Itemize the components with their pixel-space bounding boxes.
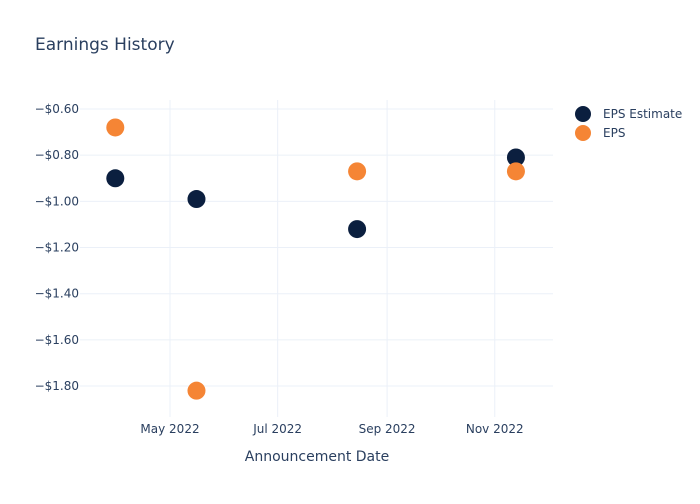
legend-marker-icon	[575, 106, 591, 122]
x-tick-label: May 2022	[140, 422, 199, 436]
eps-point	[106, 118, 125, 137]
y-tick-label: −$0.80	[35, 148, 79, 162]
y-tick-label: −$0.60	[35, 102, 79, 116]
legend[interactable]: EPS Estimate EPS	[575, 106, 682, 141]
y-tick-label: −$1.20	[35, 241, 79, 255]
legend-label: EPS Estimate	[603, 107, 682, 121]
eps-estimate-point	[187, 190, 206, 209]
legend-item-eps-estimate[interactable]: EPS Estimate	[575, 106, 682, 122]
x-tick-label: Nov 2022	[466, 422, 524, 436]
x-tick-label: Sep 2022	[359, 422, 416, 436]
eps-estimate-point	[106, 169, 125, 188]
y-tick-label: −$1.80	[35, 379, 79, 393]
eps-estimate-point	[348, 220, 367, 239]
eps-point	[348, 162, 367, 181]
y-tick-label: −$1.60	[35, 333, 79, 347]
data-points	[106, 118, 525, 400]
x-axis-ticks: May 2022 Jul 2022 Sep 2022 Nov 2022	[140, 422, 523, 436]
chart-title: Earnings History	[35, 35, 175, 55]
legend-item-eps[interactable]: EPS	[575, 125, 625, 141]
eps-point	[506, 162, 525, 181]
y-axis-ticks: −$0.60 −$0.80 −$1.00 −$1.20 −$1.40 −$1.60 −$1.…	[35, 102, 79, 393]
y-tick-label: −$1.00	[35, 194, 79, 208]
legend-label: EPS	[603, 126, 625, 140]
x-axis-label: Announcement Date	[245, 449, 389, 465]
eps-point	[187, 381, 206, 400]
grid	[80, 100, 553, 417]
eps-estimate-point	[506, 148, 525, 167]
x-tick-label: Jul 2022	[252, 422, 302, 436]
y-tick-label: −$1.40	[35, 287, 79, 301]
legend-marker-icon	[575, 125, 591, 141]
